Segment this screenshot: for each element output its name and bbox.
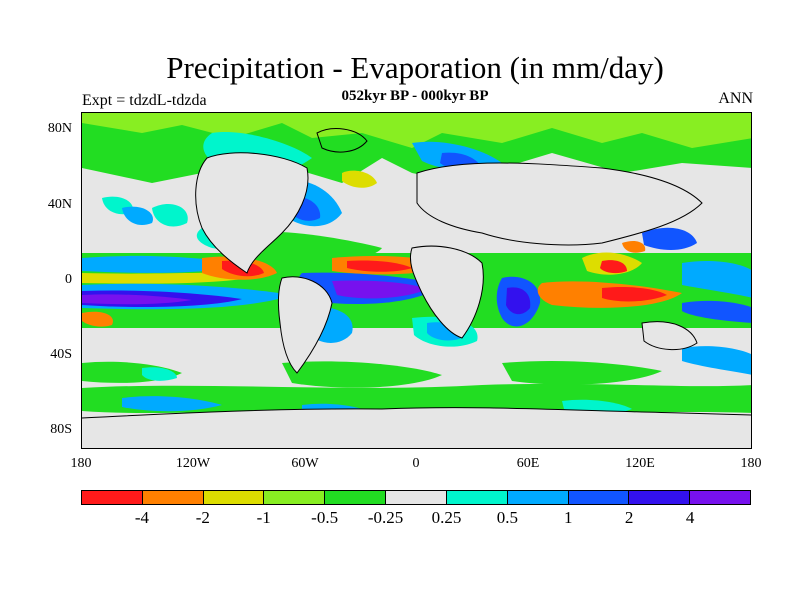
land-mask	[195, 152, 702, 373]
colorbar-box	[203, 491, 265, 504]
lon-label-120w: 120W	[175, 456, 211, 471]
colorbar-label: -0.5	[311, 508, 339, 527]
colorbar-label: 0.5	[496, 508, 518, 527]
colorbar-label: -1	[256, 508, 271, 527]
experiment-label: Expt = tdzdL-tdzda	[82, 92, 207, 109]
lon-label-60e: 60E	[516, 456, 540, 471]
colorbar	[81, 490, 751, 505]
chart-title: Precipitation - Evaporation (in mm/day)	[166, 50, 664, 85]
lat-label-80n: 80N	[47, 121, 72, 136]
coastlines	[82, 128, 751, 419]
lat-label-80s: 80S	[50, 422, 72, 437]
lon-label-180w: 180	[70, 456, 92, 471]
season-label: ANN	[718, 90, 753, 107]
colorbar-label: -0.25	[367, 508, 404, 527]
colorbar-box	[507, 491, 569, 504]
colorbar-box	[82, 491, 143, 504]
map-panel	[81, 112, 752, 449]
colorbar-box	[325, 491, 387, 504]
colorbar-label: 1	[564, 508, 573, 527]
colorbar-label: -2	[195, 508, 210, 527]
field-antarctica	[82, 407, 751, 448]
colorbar-label: -4	[134, 508, 149, 527]
lon-label-60w: 60W	[291, 456, 319, 471]
colorbar-label: 0.25	[431, 508, 462, 527]
colorbar-label: 2	[624, 508, 634, 527]
precip-evap-field	[82, 113, 751, 448]
chart-subtitle: 052kyr BP - 000kyr BP	[341, 88, 489, 104]
colorbar-box	[264, 491, 326, 504]
field-southern	[82, 306, 751, 419]
colorbar-box	[568, 491, 630, 504]
colorbar-label: 4	[685, 508, 695, 527]
colorbar-box	[629, 491, 691, 504]
lon-label-120e: 120E	[625, 456, 655, 471]
colorbar-box	[142, 491, 204, 504]
colorbar-box	[446, 491, 508, 504]
lon-label-0: 0	[412, 456, 420, 471]
field-tropics	[82, 227, 751, 328]
lat-label-40n: 40N	[47, 197, 72, 212]
lat-label-0: 0	[65, 272, 72, 287]
lon-label-180e: 180	[740, 456, 762, 471]
colorbar-box	[386, 491, 447, 504]
lat-label-40s: 40S	[50, 347, 72, 362]
colorbar-box	[690, 491, 750, 504]
